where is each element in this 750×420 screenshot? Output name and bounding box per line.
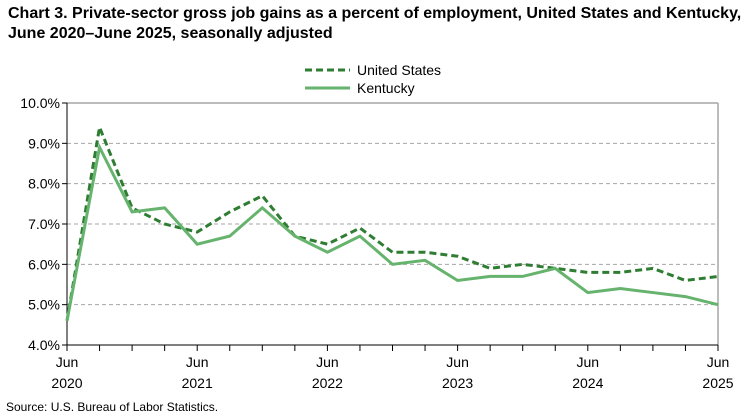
source-note: Source: U.S. Bureau of Labor Statistics.	[6, 400, 219, 414]
legend-label: United States	[357, 62, 441, 78]
x-tick-label: Jun	[707, 354, 730, 370]
y-tick-label: 7.0%	[28, 216, 60, 232]
y-tick-label: 8.0%	[28, 176, 60, 192]
x-tick-label: 2021	[182, 375, 213, 391]
x-tick-label: Jun	[316, 354, 339, 370]
y-tick-label: 9.0%	[28, 135, 60, 151]
y-tick-label: 10.0%	[20, 95, 60, 111]
x-tick-label: Jun	[577, 354, 600, 370]
x-tick-label: Jun	[186, 354, 209, 370]
y-tick-label: 4.0%	[28, 337, 60, 353]
x-tick-label: 2024	[572, 375, 603, 391]
x-tick-label: 2022	[312, 375, 343, 391]
x-tick-label: 2023	[442, 375, 473, 391]
series-line-kentucky	[65, 142, 719, 322]
x-tick-label: Jun	[446, 354, 469, 370]
series-line-united-states	[65, 121, 719, 322]
chart-title: Chart 3. Private-sector gross job gains …	[8, 5, 742, 42]
x-tick-label: 2025	[702, 375, 733, 391]
y-tick-label: 6.0%	[28, 256, 60, 272]
legend-label: Kentucky	[357, 80, 415, 96]
y-tick-label: 5.0%	[28, 297, 60, 313]
x-tick-label: 2020	[51, 375, 82, 391]
x-tick-label: Jun	[56, 354, 79, 370]
